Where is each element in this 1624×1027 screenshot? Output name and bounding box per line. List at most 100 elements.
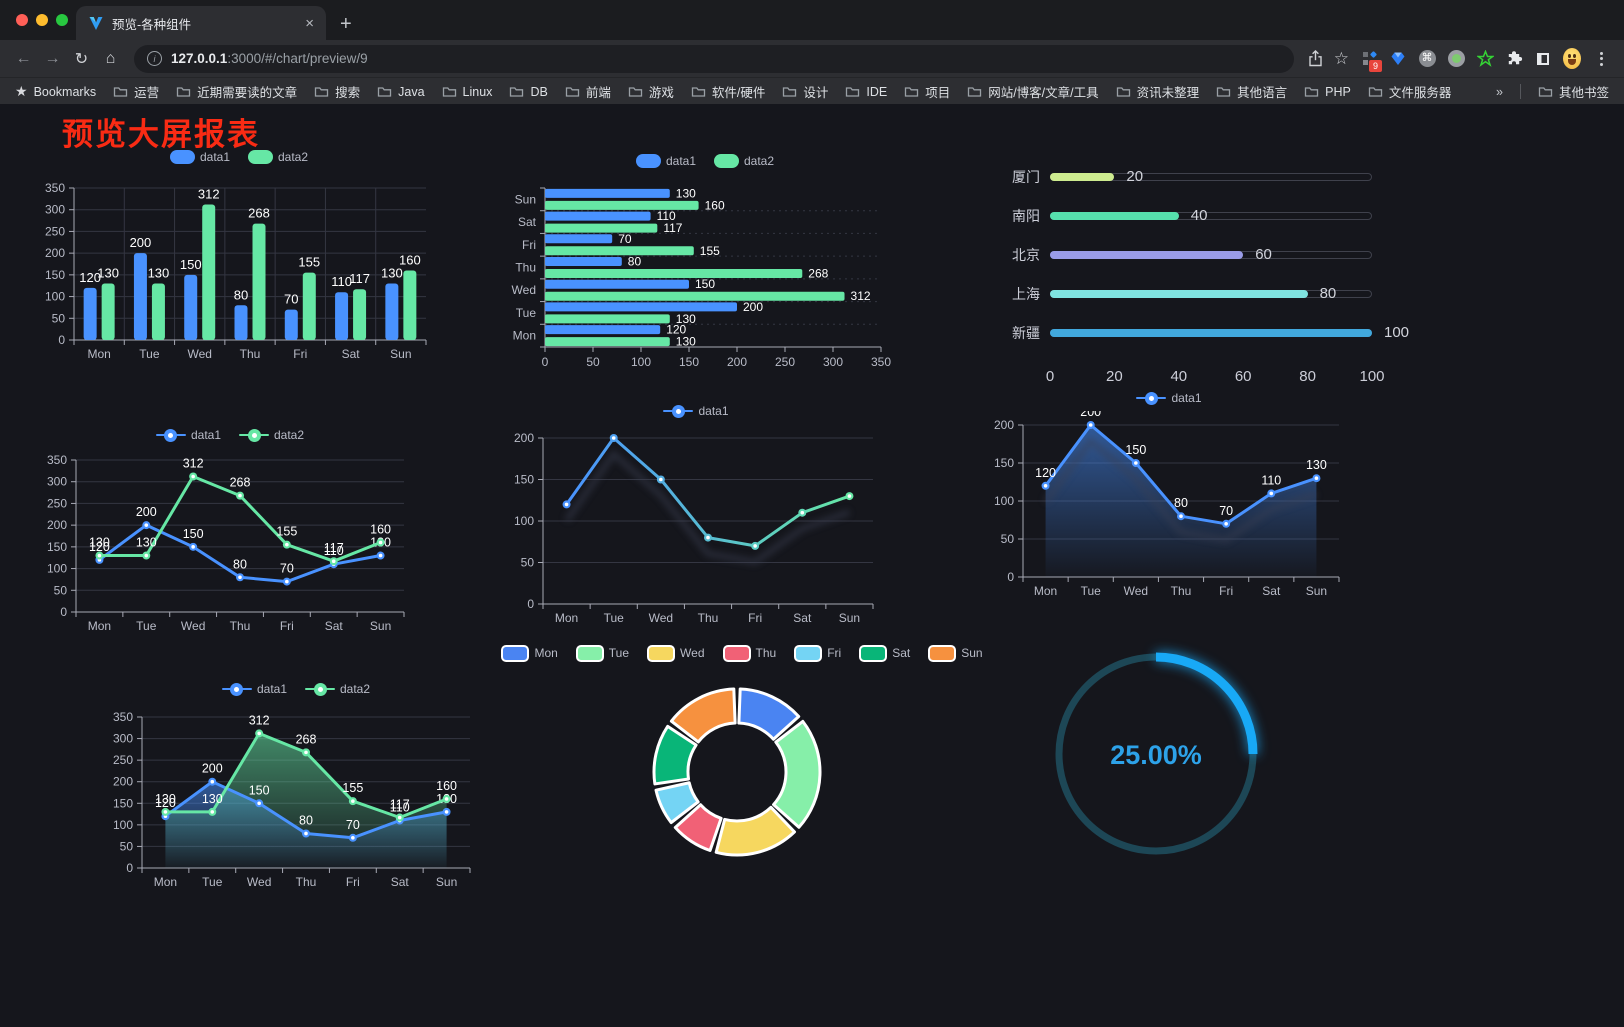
- progress-row[interactable]: 南阳 40: [992, 207, 1372, 224]
- legend-item-data2[interactable]: data2: [248, 150, 308, 164]
- legend-swatch: [221, 682, 252, 696]
- legend-item-data1[interactable]: data1: [221, 682, 287, 696]
- zoom-window-button[interactable]: [56, 14, 68, 26]
- profile-avatar[interactable]: [1563, 48, 1581, 69]
- legend-item-Thu[interactable]: Thu: [722, 644, 776, 662]
- bookmark-folder[interactable]: Java: [377, 85, 425, 99]
- bookmark-folder[interactable]: 设计: [782, 82, 828, 101]
- green-star-extension-icon[interactable]: [1476, 50, 1494, 68]
- command-extension-icon[interactable]: ⌘: [1418, 50, 1436, 68]
- url-text[interactable]: 127.0.0.1:3000/#/chart/preview/9: [171, 51, 368, 66]
- back-icon[interactable]: ←: [15, 49, 32, 67]
- svg-text:117: 117: [349, 271, 370, 286]
- svg-text:120: 120: [79, 270, 101, 285]
- grouped-bar-chart[interactable]: data1 data2 0 50 100 150 200 250 300 350 Mon Tue Wed…: [38, 146, 440, 372]
- donut-chart-canvas[interactable]: [552, 666, 932, 881]
- legend-item-Tue[interactable]: Tue: [575, 644, 629, 662]
- progress-row[interactable]: 厦门 20: [992, 168, 1372, 185]
- bar-chart-canvas[interactable]: 0 50 100 150 200 250 300 350 Mon Tue Wed Thu Fri Sat S…: [38, 170, 440, 372]
- site-info-icon[interactable]: i: [147, 51, 162, 66]
- legend-item-data2[interactable]: data2: [239, 428, 304, 442]
- legend-label: Wed: [680, 646, 705, 660]
- gradient-line-chart[interactable]: data1 0 50 100 150 200 Mon Tue Wed Thu Fri Sat Sun: [503, 400, 889, 640]
- svg-text:120: 120: [666, 323, 686, 337]
- legend-item-data1[interactable]: data1: [169, 150, 230, 164]
- bookmarks-root[interactable]: ★ Bookmarks: [15, 83, 96, 100]
- donut-chart[interactable]: Mon Tue Wed Thu Fri Sat Sun: [501, 642, 983, 881]
- other-bookmarks-folder[interactable]: 其他书签: [1538, 82, 1609, 101]
- tab-close-icon[interactable]: ×: [305, 14, 314, 32]
- line-chart-canvas[interactable]: 0 50 100 150 200 250 300 350 Mon Tue Wed Thu Fri Sat S…: [106, 702, 486, 900]
- bookmark-folder[interactable]: Linux: [442, 85, 492, 99]
- address-bar[interactable]: i 127.0.0.1:3000/#/chart/preview/9: [134, 44, 1294, 73]
- close-window-button[interactable]: [16, 14, 28, 26]
- bookmark-folder[interactable]: 搜索: [314, 82, 360, 101]
- line-chart-canvas[interactable]: 0 50 100 150 200 Mon Tue Wed Thu Fri Sat Sun 120 200 1…: [983, 411, 1355, 609]
- legend-item-Mon[interactable]: Mon: [501, 644, 558, 662]
- legend-swatch: [248, 150, 273, 164]
- line-chart-canvas[interactable]: 0 50 100 150 200 Mon Tue Wed Thu Fri Sat Sun: [503, 424, 889, 640]
- legend-item-Fri[interactable]: Fri: [794, 644, 841, 662]
- legend-item-data1[interactable]: data1: [1136, 391, 1202, 405]
- legend-item-data1[interactable]: data1: [155, 428, 221, 442]
- tab-title: 预览-各种组件: [112, 17, 192, 32]
- progress-row[interactable]: 上海 80: [992, 285, 1372, 302]
- side-panel-icon[interactable]: [1534, 50, 1552, 68]
- bookmark-folder[interactable]: IDE: [845, 85, 887, 99]
- legend-item-Sun[interactable]: Sun: [928, 644, 983, 662]
- svg-text:Fri: Fri: [748, 611, 762, 625]
- folder-icon: [783, 87, 797, 97]
- legend-item-data1[interactable]: data1: [635, 154, 696, 168]
- legend-item-Sat[interactable]: Sat: [859, 644, 910, 662]
- home-icon[interactable]: ⌂: [105, 49, 116, 67]
- bookmark-folder[interactable]: PHP: [1304, 85, 1351, 99]
- progress-row[interactable]: 新疆 100: [992, 324, 1409, 341]
- bookmark-folder[interactable]: 运营: [113, 82, 159, 101]
- bookmark-folder[interactable]: 软件/硬件: [691, 82, 765, 101]
- svg-text:130: 130: [381, 266, 403, 281]
- progress-bar-chart[interactable]: 厦门 20 南阳 40 北京 60 上海 80 新疆 100 0 20 40 60 80 100: [992, 160, 1409, 388]
- svg-text:Thu: Thu: [230, 619, 251, 633]
- gauge-chart[interactable]: 25.00%: [1038, 636, 1278, 876]
- gauge-chart-canvas[interactable]: 25.00%: [1038, 636, 1278, 876]
- progress-row[interactable]: 北京 60: [992, 246, 1372, 263]
- horizontal-bar-chart[interactable]: data1 data2 0 50 100 150 200 250 300 350 Sun 130 160…: [505, 150, 905, 379]
- legend-item-Wed[interactable]: Wed: [647, 644, 705, 662]
- green-dot-extension-icon[interactable]: [1447, 50, 1465, 68]
- new-tab-button[interactable]: +: [340, 13, 352, 35]
- bookmark-folder[interactable]: DB: [509, 85, 548, 99]
- legend-item-data1[interactable]: data1: [663, 404, 729, 418]
- line-chart-canvas[interactable]: 0 50 100 150 200 250 300 350 Mon Tue Wed Thu Fri Sat S…: [40, 448, 420, 648]
- browser-tab[interactable]: 预览-各种组件 ×: [76, 6, 326, 40]
- browser-menu-icon[interactable]: [1592, 50, 1610, 68]
- bookmark-folder[interactable]: 资讯未整理: [1116, 82, 1199, 101]
- bookmark-folder[interactable]: 前端: [565, 82, 611, 101]
- bookmark-folder[interactable]: 网站/博客/文章/工具: [967, 82, 1099, 101]
- bookmark-folder[interactable]: 游戏: [628, 82, 674, 101]
- extension-grid-icon[interactable]: 9: [1360, 50, 1382, 72]
- area-line-chart[interactable]: data1 0 50 100 150 200 Mon Tue Wed Thu Fri Sat Sun 12…: [983, 387, 1355, 609]
- svg-text:120: 120: [155, 796, 176, 810]
- legend-item-data2[interactable]: data2: [714, 154, 774, 168]
- svg-text:150: 150: [994, 456, 1014, 470]
- extensions-puzzle-icon[interactable]: [1505, 50, 1523, 68]
- two-series-line-chart[interactable]: data1 data2 0 50 100 150 200 250 300 350 Mon Tue Wed…: [40, 424, 420, 648]
- bookmark-folder[interactable]: 近期需要读的文章: [176, 82, 297, 101]
- bookmarks-overflow-chevron[interactable]: »: [1496, 84, 1503, 99]
- svg-text:100: 100: [113, 818, 133, 832]
- bookmark-folder[interactable]: 文件服务器: [1368, 82, 1451, 101]
- share-icon[interactable]: [1308, 50, 1323, 67]
- reload-icon[interactable]: ↻: [74, 50, 89, 68]
- two-series-area-chart[interactable]: data1 data2 0 50 100 150 200 250 300 350 Mon Tue Wed…: [106, 678, 486, 900]
- progress-label: 新疆: [1012, 325, 1040, 341]
- svg-text:200: 200: [202, 762, 223, 776]
- minimize-window-button[interactable]: [36, 14, 48, 26]
- forward-icon[interactable]: →: [44, 49, 61, 67]
- bookmark-folder[interactable]: 其他语言: [1216, 82, 1287, 101]
- legend-label: data1: [190, 428, 221, 442]
- legend-item-data2[interactable]: data2: [305, 682, 370, 696]
- bookmark-star-icon[interactable]: ☆: [1333, 49, 1349, 68]
- gem-extension-icon[interactable]: [1389, 50, 1407, 68]
- bookmark-folder[interactable]: 项目: [904, 82, 950, 101]
